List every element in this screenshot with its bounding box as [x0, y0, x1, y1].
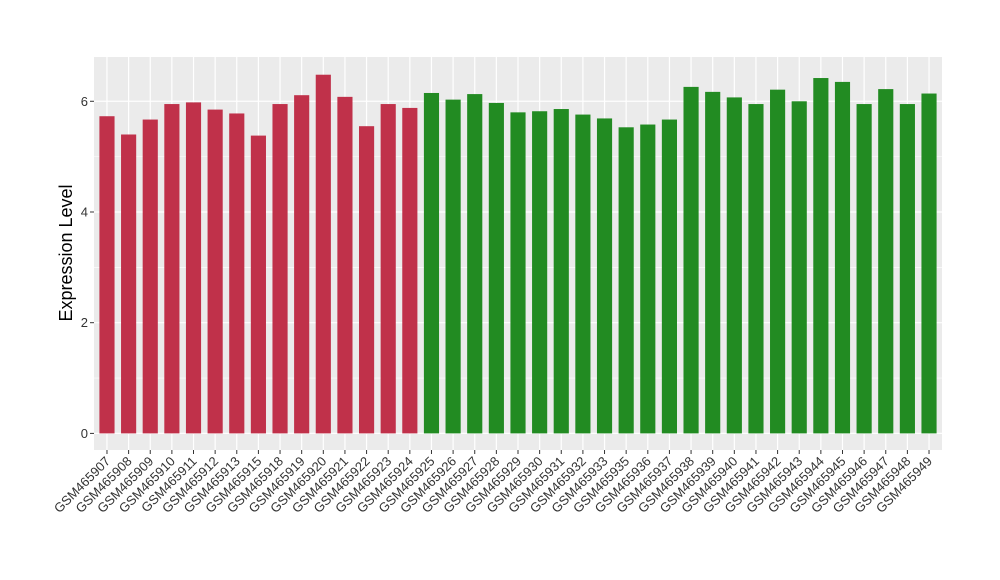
bar-GSM465935 — [618, 127, 634, 434]
bar-GSM465911 — [185, 102, 202, 434]
x-axis: GSM465907GSM465908GSM465909GSM465910GSM4… — [51, 450, 935, 516]
bar-GSM465947 — [878, 89, 894, 434]
bar-GSM465920 — [315, 74, 331, 434]
bar-GSM465929 — [510, 112, 526, 434]
y-axis: 0 2 4 6 — [81, 94, 94, 441]
bar-GSM465927 — [467, 94, 483, 434]
bar-GSM465922 — [359, 126, 375, 434]
bar-GSM465907 — [99, 116, 115, 434]
bar-GSM465942 — [770, 89, 786, 434]
bar-GSM465918 — [272, 104, 288, 434]
bar-GSM465936 — [640, 124, 656, 434]
bar-GSM465938 — [683, 86, 699, 434]
bar-GSM465948 — [899, 104, 915, 434]
y-axis-title: Expression Level — [56, 184, 76, 321]
bar-GSM465941 — [748, 104, 764, 434]
bar-GSM465937 — [661, 119, 677, 434]
bar-GSM465926 — [445, 99, 461, 434]
bar-GSM465944 — [813, 78, 829, 434]
bars — [99, 74, 937, 434]
bar-GSM465909 — [142, 119, 158, 434]
bar-GSM465946 — [856, 104, 872, 434]
bar-GSM465915 — [250, 135, 266, 434]
bar-GSM465931 — [553, 109, 569, 434]
bar-GSM465923 — [380, 104, 396, 434]
bar-GSM465910 — [164, 104, 180, 434]
bar-GSM465932 — [575, 114, 591, 434]
bar-GSM465939 — [705, 91, 721, 434]
bar-GSM465919 — [294, 95, 310, 434]
y-tick-label: 6 — [81, 94, 88, 109]
bar-GSM465930 — [532, 111, 548, 434]
bar-GSM465913 — [229, 113, 245, 434]
y-tick-label: 0 — [81, 426, 88, 441]
bar-GSM465908 — [121, 134, 137, 434]
bar-GSM465921 — [337, 96, 353, 434]
bar-GSM465933 — [596, 118, 613, 434]
y-tick-label: 2 — [81, 315, 88, 330]
bar-GSM465924 — [402, 107, 418, 434]
bar-GSM465912 — [207, 109, 223, 434]
bar-GSM465949 — [921, 93, 937, 434]
bar-GSM465943 — [791, 101, 807, 434]
bar-GSM465940 — [726, 97, 742, 434]
bar-GSM465925 — [423, 92, 440, 434]
y-tick-label: 4 — [81, 204, 88, 219]
bar-GSM465928 — [488, 102, 504, 434]
bar-GSM465945 — [834, 81, 851, 434]
